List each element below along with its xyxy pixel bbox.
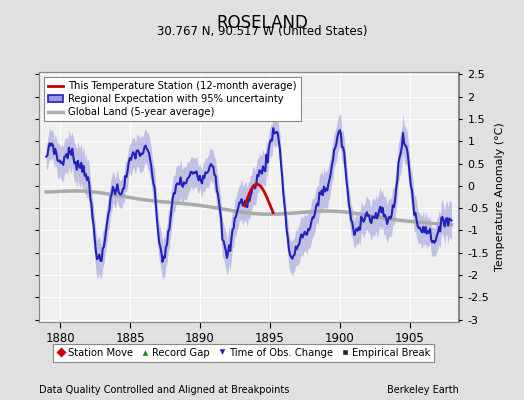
Legend: Station Move, Record Gap, Time of Obs. Change, Empirical Break: Station Move, Record Gap, Time of Obs. C… bbox=[53, 344, 434, 362]
Y-axis label: Temperature Anomaly (°C): Temperature Anomaly (°C) bbox=[495, 123, 505, 271]
Text: Berkeley Earth: Berkeley Earth bbox=[387, 385, 458, 395]
Text: Data Quality Controlled and Aligned at Breakpoints: Data Quality Controlled and Aligned at B… bbox=[39, 385, 290, 395]
Text: 30.767 N, 90.517 W (United States): 30.767 N, 90.517 W (United States) bbox=[157, 25, 367, 38]
Text: ROSELAND: ROSELAND bbox=[216, 14, 308, 32]
Legend: This Temperature Station (12-month average), Regional Expectation with 95% uncer: This Temperature Station (12-month avera… bbox=[45, 77, 301, 121]
